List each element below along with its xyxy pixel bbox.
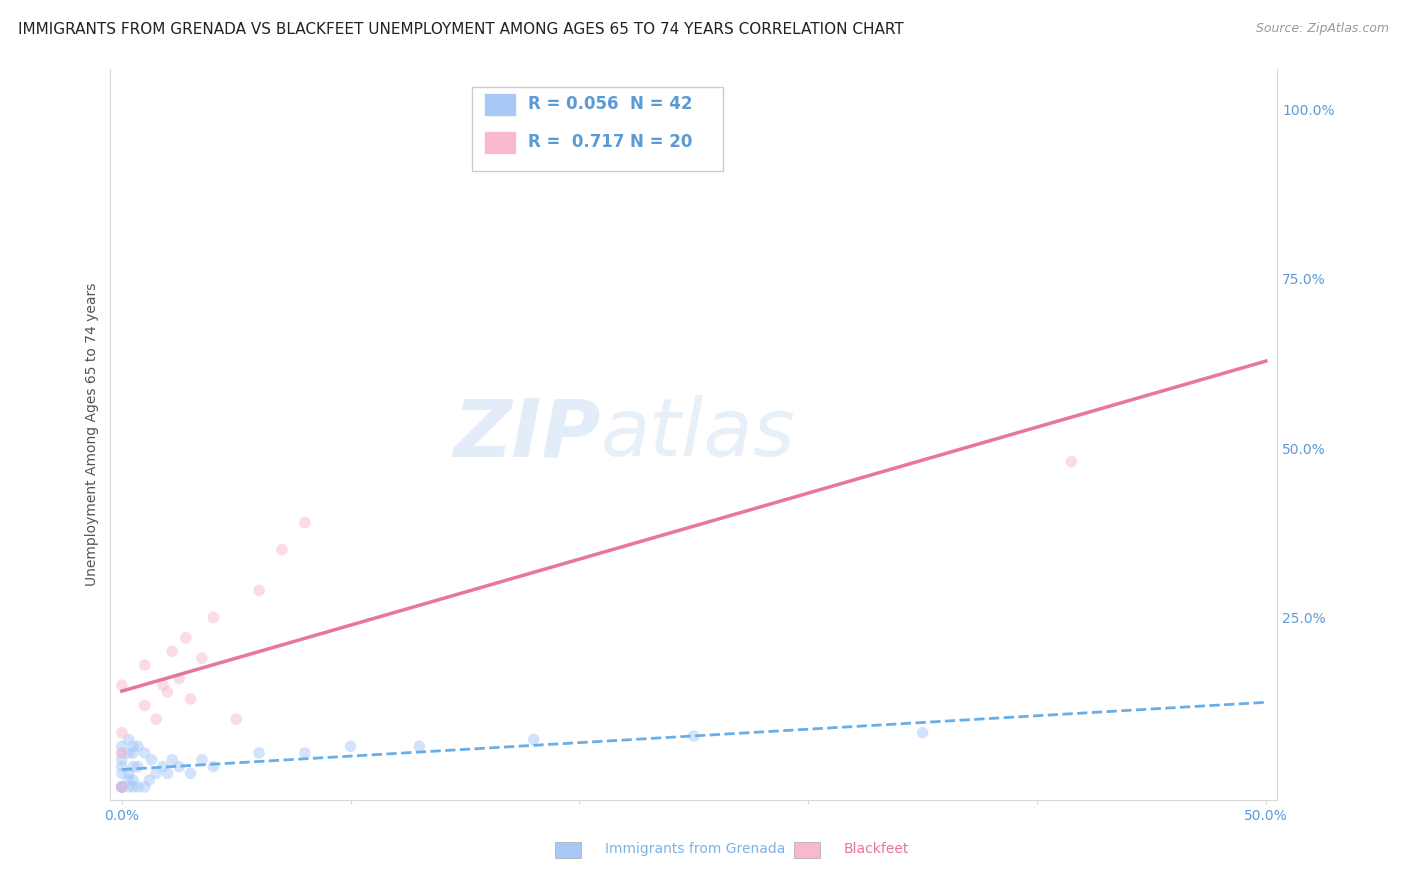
Point bbox=[145, 712, 167, 726]
Bar bbox=[484, 93, 516, 116]
Text: N = 20: N = 20 bbox=[630, 134, 692, 152]
Point bbox=[111, 780, 134, 794]
Point bbox=[156, 685, 179, 699]
Point bbox=[134, 657, 156, 672]
Point bbox=[202, 759, 225, 773]
Point bbox=[174, 631, 197, 645]
Point bbox=[122, 759, 145, 773]
Point bbox=[523, 732, 546, 747]
Point bbox=[111, 759, 134, 773]
Point bbox=[111, 766, 134, 780]
Point bbox=[134, 746, 156, 760]
Point bbox=[118, 773, 141, 788]
Point bbox=[111, 678, 134, 692]
Point bbox=[111, 780, 134, 794]
Point bbox=[122, 746, 145, 760]
Point bbox=[408, 739, 430, 754]
Point bbox=[160, 644, 183, 658]
Point bbox=[179, 691, 201, 706]
Text: R =  0.717: R = 0.717 bbox=[529, 134, 624, 152]
Text: atlas: atlas bbox=[600, 395, 796, 474]
Text: Blackfeet: Blackfeet bbox=[844, 842, 908, 856]
Point bbox=[122, 773, 145, 788]
Point bbox=[111, 753, 134, 767]
Point bbox=[111, 780, 134, 794]
Point bbox=[118, 746, 141, 760]
Y-axis label: Unemployment Among Ages 65 to 74 years: Unemployment Among Ages 65 to 74 years bbox=[86, 283, 100, 586]
Point bbox=[134, 780, 156, 794]
Point bbox=[339, 739, 361, 754]
Point bbox=[167, 759, 190, 773]
Point bbox=[682, 729, 704, 743]
Point bbox=[118, 732, 141, 747]
Point bbox=[202, 610, 225, 624]
Point bbox=[122, 780, 145, 794]
Point bbox=[111, 780, 134, 794]
Text: N = 42: N = 42 bbox=[630, 95, 692, 113]
FancyBboxPatch shape bbox=[472, 87, 723, 171]
Point bbox=[167, 672, 190, 686]
Text: Source: ZipAtlas.com: Source: ZipAtlas.com bbox=[1256, 22, 1389, 36]
Point bbox=[160, 753, 183, 767]
Text: ZIP: ZIP bbox=[453, 395, 600, 474]
Point bbox=[111, 746, 134, 760]
Point bbox=[225, 712, 247, 726]
Point bbox=[191, 753, 214, 767]
Point bbox=[111, 739, 134, 754]
Text: R = 0.056: R = 0.056 bbox=[529, 95, 619, 113]
Point bbox=[156, 766, 179, 780]
Point bbox=[247, 746, 270, 760]
Point bbox=[145, 766, 167, 780]
Point bbox=[118, 780, 141, 794]
Point bbox=[122, 739, 145, 754]
Point bbox=[134, 698, 156, 713]
Point bbox=[911, 725, 934, 739]
Point bbox=[271, 542, 294, 557]
Point bbox=[179, 766, 201, 780]
Point bbox=[127, 780, 149, 794]
Point bbox=[127, 739, 149, 754]
Point bbox=[294, 516, 316, 530]
Point bbox=[191, 651, 214, 665]
Point bbox=[1060, 454, 1083, 468]
Point bbox=[247, 583, 270, 598]
Point bbox=[111, 725, 134, 739]
Point bbox=[141, 753, 163, 767]
Point bbox=[118, 766, 141, 780]
Point bbox=[111, 780, 134, 794]
Point bbox=[111, 746, 134, 760]
Text: Immigrants from Grenada: Immigrants from Grenada bbox=[605, 842, 785, 856]
Point bbox=[138, 773, 160, 788]
Point bbox=[294, 746, 316, 760]
Point bbox=[127, 759, 149, 773]
Bar bbox=[484, 131, 516, 154]
Text: IMMIGRANTS FROM GRENADA VS BLACKFEET UNEMPLOYMENT AMONG AGES 65 TO 74 YEARS CORR: IMMIGRANTS FROM GRENADA VS BLACKFEET UNE… bbox=[18, 22, 904, 37]
Point bbox=[111, 780, 134, 794]
Point bbox=[152, 759, 174, 773]
Point bbox=[152, 678, 174, 692]
